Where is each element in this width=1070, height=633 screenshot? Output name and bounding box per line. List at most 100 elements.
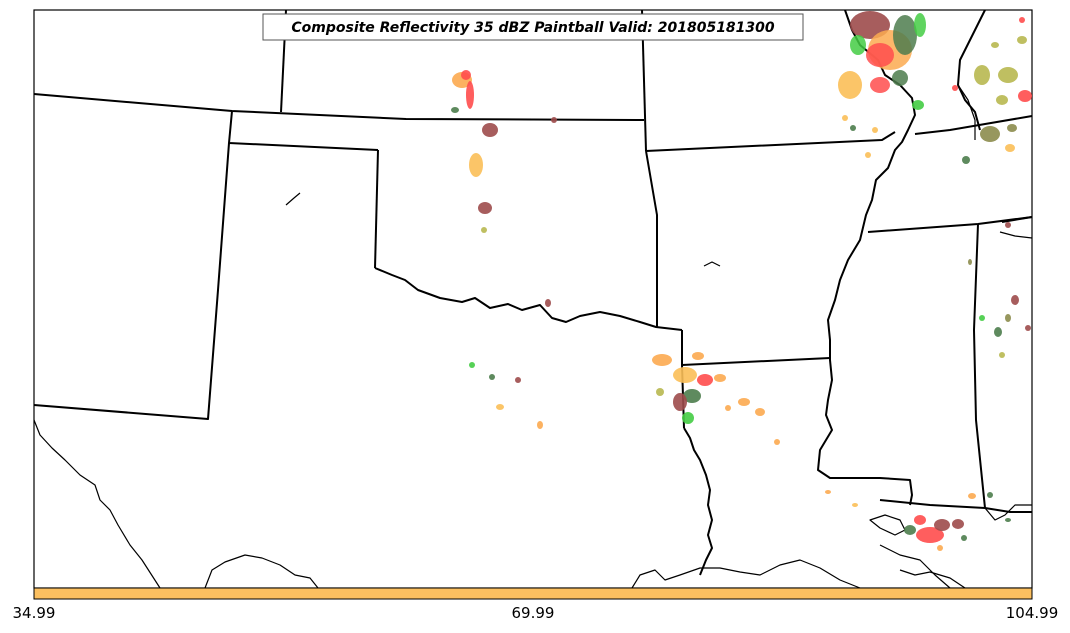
echo-blob [980,126,1000,142]
echo-blob [916,527,944,543]
echo-blob [673,367,697,383]
echo-blob [461,70,471,80]
echo-blob [893,15,917,55]
echo-blob [952,519,964,529]
al-ga-border [1001,216,1033,223]
map-title: Composite Reflectivity 35 dBZ Paintball … [262,13,804,41]
echo-blob [1011,295,1019,305]
il-river [957,84,976,140]
ok-panhandle-east [374,149,379,269]
ar-lake [703,261,721,267]
echo-blob [451,107,459,113]
echo-blob [537,421,543,429]
echo-blob [714,374,726,382]
la-coast [631,559,861,589]
colorbar: 34.99 69.99 104.99 [13,587,1059,622]
echo-blob [852,503,858,507]
echo-blob [1018,90,1032,102]
echo-blob [738,398,750,406]
echo-blob [979,315,985,321]
echo-blob [914,13,926,37]
echo-blob [825,490,831,494]
echo-blob [850,11,890,39]
echo-blob [904,525,916,535]
echo-blob [974,65,990,85]
mississippi-river [817,9,916,506]
red-river [374,267,683,331]
echo-blob [1005,518,1011,522]
echo-blob [489,374,495,380]
echo-blob [755,408,765,416]
title-box [262,13,804,41]
echo-blob [466,81,474,109]
echo-blob [774,439,780,445]
echo-blob [872,127,878,133]
title-text: Composite Reflectivity 35 dBZ Paintball … [291,20,775,36]
echo-blob [999,352,1005,358]
ms-al-border [973,223,986,509]
echo-blob [850,35,866,55]
tx-gulf-coast [204,554,319,589]
echo-blob [952,85,958,91]
echo-blob [962,156,970,164]
echo-blob [914,515,926,525]
echo-blob [652,354,672,366]
ms-coast-island [899,569,966,589]
echo-blob [866,43,894,67]
echo-blob [697,374,713,386]
echo-blob [482,123,498,137]
echo-blob [961,535,967,541]
echo-blob [996,95,1008,105]
echo-blob [1005,314,1011,322]
echo-blob [1007,124,1017,132]
colorbar-rect [33,587,1033,600]
colorbar-tick-min: 34.99 [13,604,56,622]
reflectivity-paintball [451,11,1032,551]
tn-river [999,231,1033,239]
echo-blob [1005,222,1011,228]
map-frame [33,9,1033,589]
echo-blob [481,227,487,233]
echo-blob [987,492,993,498]
colorbar-tick-mid: 69.99 [512,604,555,622]
ky-tn-border [914,115,1033,135]
nm-east-border [33,142,230,420]
ar-la-border [681,357,831,366]
echo-blob [865,152,871,158]
echo-blob [683,389,701,403]
echo-blob [1025,325,1031,331]
echo-blob [478,202,492,214]
echo-blob [496,404,504,410]
echo-blob [968,493,976,499]
echo-blob [682,412,694,424]
rio-grande [33,419,161,589]
echo-blob [469,153,483,177]
coastlines [33,84,1033,589]
echo-blob [469,362,475,368]
echo-blob [968,259,972,265]
ok-lake [285,192,301,206]
echo-blob [991,42,999,48]
echo-blob [912,100,924,110]
ar-north-border [645,131,896,152]
echo-blob [850,125,856,131]
echo-blob [551,117,557,123]
ok-ar-border [645,150,658,327]
echo-blob [994,327,1002,337]
echo-blob [656,388,664,396]
echo-blob [892,70,908,86]
echo-blob [673,393,687,411]
echo-blob [692,352,704,360]
mobile-bay [984,504,1032,521]
echo-blob [934,519,950,531]
echo-blob [838,71,862,99]
echo-blob [725,405,731,411]
echo-blob [515,377,521,383]
la-delta [879,544,951,589]
sabine-river [683,427,713,576]
echo-blob [1005,144,1015,152]
echo-blob [842,115,848,121]
echo-blob [1017,36,1027,44]
colorbar-tick-max: 104.99 [1006,604,1059,622]
